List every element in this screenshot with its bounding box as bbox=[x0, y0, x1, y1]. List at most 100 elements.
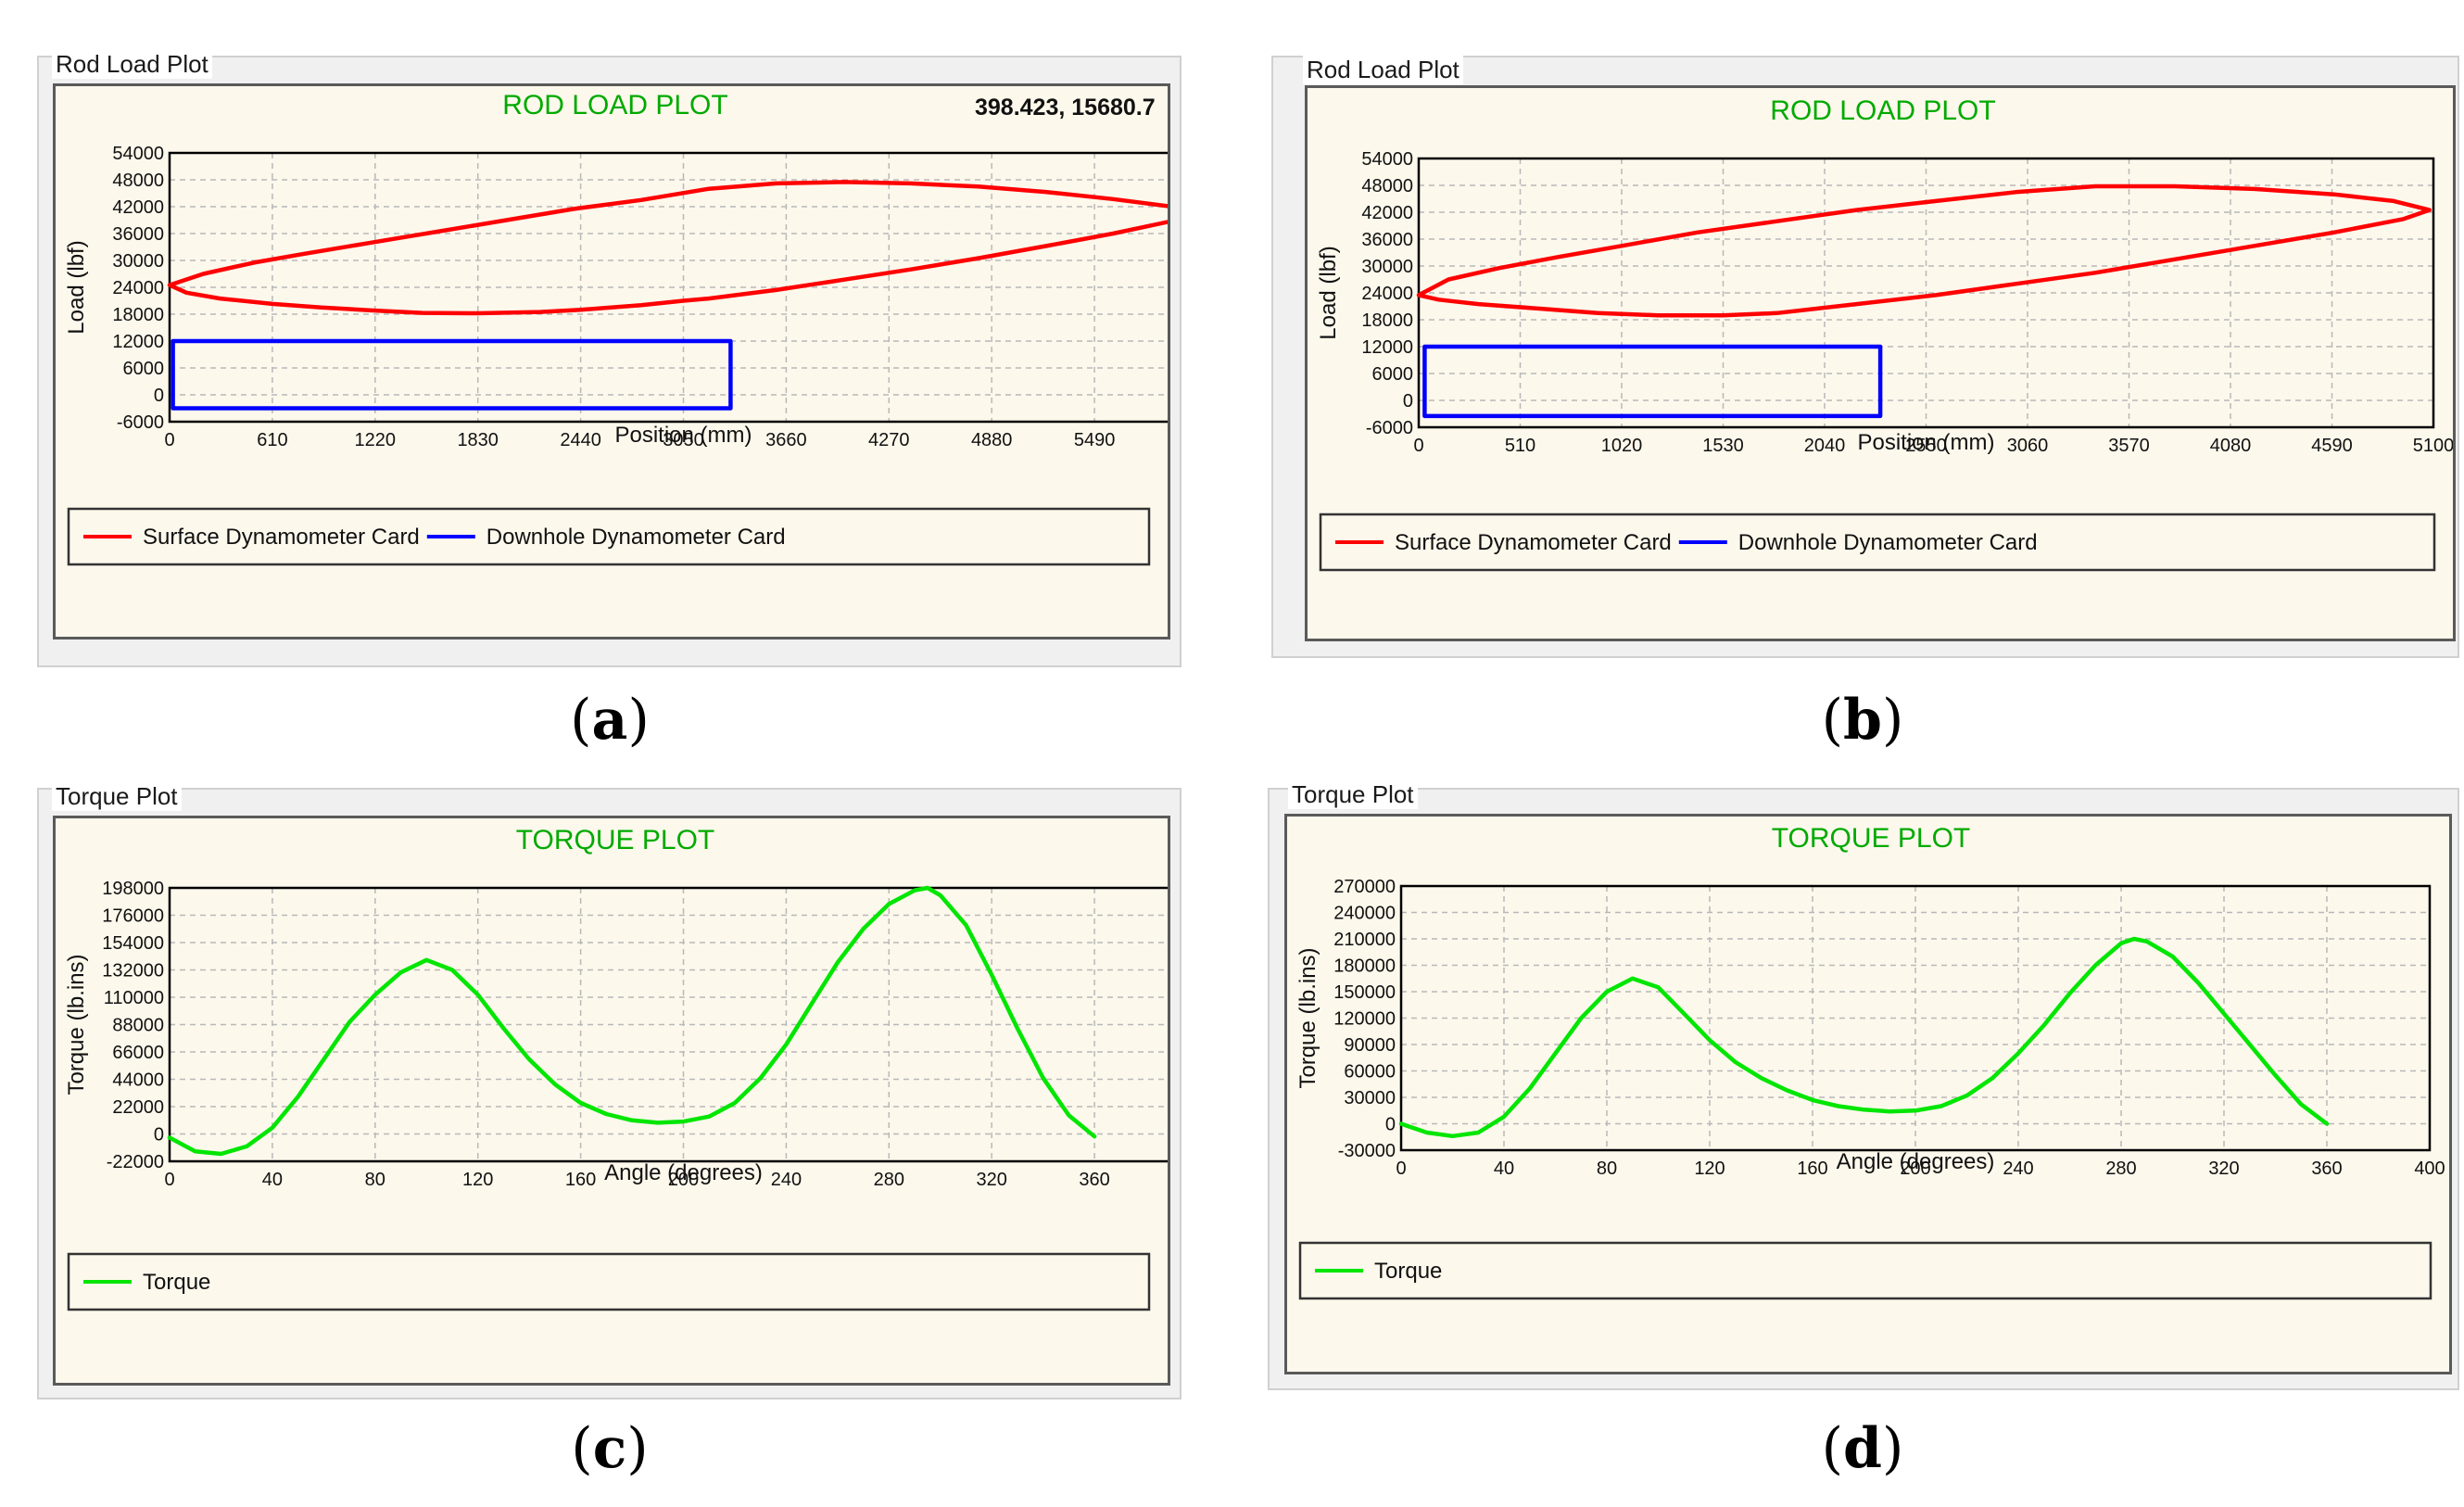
y-tick-label: 36000 bbox=[112, 224, 164, 245]
x-tick-label: 240 bbox=[771, 1170, 802, 1190]
y-tick-label: 154000 bbox=[102, 933, 164, 954]
y-tick-label: 6000 bbox=[1372, 364, 1414, 385]
y-tick-label: 90000 bbox=[1344, 1035, 1396, 1056]
series-torque-line bbox=[1398, 936, 2330, 1139]
groupbox-title: Torque Plot bbox=[52, 782, 182, 811]
groupbox-title: Rod Load Plot bbox=[1303, 56, 1463, 84]
y-tick-label: 48000 bbox=[1361, 176, 1413, 196]
x-tick-label: 2040 bbox=[1804, 436, 1846, 456]
y-tick-label: 0 bbox=[1403, 391, 1413, 412]
legend-label: Downhole Dynamometer Card bbox=[486, 525, 786, 550]
y-tick-label: 48000 bbox=[112, 171, 164, 191]
y-tick-label: 176000 bbox=[102, 906, 164, 927]
gridlines bbox=[1419, 158, 2433, 427]
y-tick-label: -6000 bbox=[117, 412, 164, 433]
x-tick-label: 200 bbox=[1900, 1159, 1930, 1179]
y-tick-label: 270000 bbox=[1333, 877, 1396, 897]
x-tick-label: 4590 bbox=[2311, 436, 2353, 456]
y-tick-label: -6000 bbox=[1366, 418, 1413, 438]
x-tick-label: 120 bbox=[1694, 1159, 1725, 1179]
chart-torque-d: TORQUE PLOT 0 40 80 120 160 200 240 280 320 360 400… bbox=[1295, 823, 2445, 1300]
x-tick-label: 2440 bbox=[560, 430, 601, 450]
x-axis-label: Angle (degrees) bbox=[1837, 1149, 1995, 1174]
gridlines bbox=[170, 153, 1168, 422]
x-tick-label: 5490 bbox=[1074, 430, 1116, 450]
y-tick-label: 0 bbox=[154, 1125, 164, 1146]
x-axis-label: Angle (degrees) bbox=[604, 1160, 763, 1185]
x-tick-label: 4880 bbox=[971, 430, 1013, 450]
x-tick-label: 610 bbox=[257, 430, 287, 450]
caption-c: (c) bbox=[571, 1416, 649, 1481]
series-downhole-dynamometer-card-line bbox=[171, 338, 733, 411]
x-tick-label: 360 bbox=[1079, 1170, 1109, 1190]
y-tick-label: 12000 bbox=[112, 332, 164, 352]
x-tick-label: 4080 bbox=[2210, 436, 2252, 456]
y-tick-label: 30000 bbox=[1344, 1088, 1396, 1108]
series-torque-line bbox=[167, 885, 1097, 1157]
x-tick-label: 120 bbox=[462, 1170, 493, 1190]
series-surface-dynamometer-card-line bbox=[167, 180, 1168, 316]
plot-frame bbox=[168, 886, 1168, 1163]
x-tick-label: 320 bbox=[977, 1170, 1007, 1190]
x-tick-label: 0 bbox=[1396, 1159, 1406, 1179]
caption-b: (b) bbox=[1821, 688, 1904, 753]
x-tick-label: 3570 bbox=[2108, 436, 2150, 456]
plot-area-d[interactable]: TORQUE PLOT 0 40 80 120 160 200 240 280 320 360 400… bbox=[1284, 814, 2452, 1374]
caption-d: (d) bbox=[1821, 1416, 1904, 1481]
groupbox-title: Torque Plot bbox=[1288, 780, 1418, 809]
legend-box bbox=[1298, 1241, 2432, 1300]
series-downhole-dynamometer-card-line bbox=[1422, 344, 1883, 419]
y-tick-label: 42000 bbox=[112, 197, 164, 218]
legend: Surface Dynamometer Card Downhole Dynamom… bbox=[67, 507, 1151, 566]
caption-letter: a bbox=[591, 688, 628, 753]
plot-area-c[interactable]: TORQUE PLOT04080120160200240280320360400… bbox=[53, 816, 1170, 1386]
y-tick-label: 18000 bbox=[1361, 310, 1413, 331]
y-tick-label: 36000 bbox=[1361, 230, 1413, 250]
y-tick-label: 66000 bbox=[112, 1043, 164, 1063]
x-tick-label: 240 bbox=[2003, 1159, 2033, 1179]
y-axis-label: Load (lbf) bbox=[64, 240, 89, 334]
y-tick-label: 30000 bbox=[112, 251, 164, 272]
y-tick-label: 210000 bbox=[1333, 930, 1396, 950]
chart-title: ROD LOAD PLOT bbox=[502, 90, 727, 120]
y-tick-label: 180000 bbox=[1333, 956, 1396, 977]
y-tick-label: 132000 bbox=[102, 961, 164, 981]
plot-frame bbox=[1399, 884, 2432, 1152]
y-tick-label: 88000 bbox=[112, 1016, 164, 1036]
legend-box bbox=[1319, 513, 2436, 572]
y-tick-label: 12000 bbox=[1361, 337, 1413, 358]
plot-area-a[interactable]: ROD LOAD PLOT 0 610 1220 1830 2440 3050 3660 427… bbox=[53, 83, 1170, 640]
x-tick-label: 1530 bbox=[1702, 436, 1744, 456]
y-tick-label: 0 bbox=[1385, 1115, 1396, 1135]
x-tick-label: 510 bbox=[1505, 436, 1535, 456]
legend: Torque bbox=[67, 1252, 1151, 1311]
caption-letter: d bbox=[1843, 1416, 1882, 1481]
x-tick-label: 3660 bbox=[765, 430, 807, 450]
gridlines bbox=[170, 888, 1168, 1161]
x-tick-label: 200 bbox=[668, 1170, 699, 1190]
legend-box bbox=[67, 507, 1151, 566]
y-tick-label: 54000 bbox=[1361, 149, 1413, 170]
x-axis-label: Position (mm) bbox=[1857, 430, 1994, 455]
x-axis-label: Position (mm) bbox=[614, 423, 752, 448]
x-tick-label: 3050 bbox=[663, 430, 704, 450]
caption-letter: b bbox=[1843, 688, 1882, 753]
plot-area-b[interactable]: ROD LOAD PLOT 0 510 1020 1530 2040 2550 3060 357… bbox=[1305, 85, 2456, 641]
x-tick-label: 280 bbox=[2105, 1159, 2136, 1179]
x-tick-label: 160 bbox=[565, 1170, 596, 1190]
caption-letter: c bbox=[592, 1416, 627, 1481]
y-tick-label: 110000 bbox=[104, 988, 164, 1008]
x-tick-label: 0 bbox=[1413, 436, 1423, 456]
coordinate-readout: 398.423, 15680.7 bbox=[975, 95, 1156, 120]
x-tick-label: 280 bbox=[874, 1170, 904, 1190]
y-tick-label: 24000 bbox=[1361, 284, 1413, 304]
x-tick-label: 400 bbox=[2414, 1159, 2445, 1179]
y-tick-label: 44000 bbox=[112, 1070, 164, 1091]
x-tick-label: 1020 bbox=[1601, 436, 1643, 456]
x-tick-label: 80 bbox=[365, 1170, 385, 1190]
chart-title: ROD LOAD PLOT bbox=[1770, 95, 1995, 126]
legend-label: Torque bbox=[143, 1270, 210, 1295]
legend-box bbox=[67, 1252, 1151, 1311]
y-tick-label: 18000 bbox=[112, 305, 164, 325]
x-tick-label: 80 bbox=[1597, 1159, 1617, 1179]
